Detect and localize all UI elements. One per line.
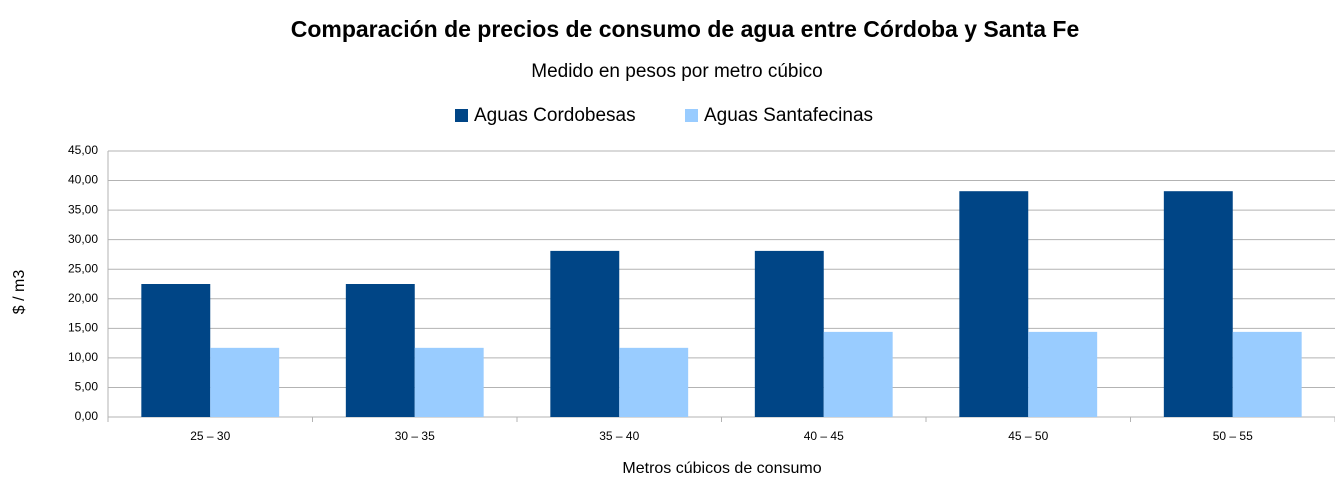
x-tick-label: 40 – 45 — [804, 429, 844, 443]
bar — [619, 347, 689, 417]
x-tick-label: 25 – 30 — [190, 429, 230, 443]
x-axis-label: Metros cúbicos de consumo — [622, 460, 821, 477]
bar — [959, 191, 1029, 417]
y-tick-label: 25,00 — [68, 261, 98, 275]
x-tick-label: 50 – 55 — [1213, 429, 1253, 443]
x-tick-label: 45 – 50 — [1008, 429, 1048, 443]
y-tick-label: 10,00 — [68, 350, 98, 364]
y-tick-label: 35,00 — [68, 202, 98, 216]
y-tick-label: 30,00 — [68, 232, 98, 246]
x-tick-label: 30 – 35 — [395, 429, 435, 443]
y-tick-label: 0,00 — [75, 409, 99, 423]
bar — [414, 347, 484, 417]
y-tick-label: 15,00 — [68, 321, 98, 335]
bar — [1232, 331, 1302, 417]
bar — [345, 284, 415, 417]
y-tick-label: 5,00 — [75, 380, 99, 394]
bar — [1028, 331, 1098, 417]
chart-title: Comparación de precios de consumo de agu… — [291, 16, 1080, 42]
bar — [1163, 191, 1233, 417]
chart-subtitle: Medido en pesos por metro cúbico — [531, 61, 823, 82]
legend-label: Aguas Cordobesas — [474, 105, 636, 126]
bar — [823, 331, 893, 417]
bar — [210, 347, 280, 417]
y-tick-label: 40,00 — [68, 173, 98, 187]
legend-swatch — [455, 109, 468, 122]
y-tick-label: 20,00 — [68, 291, 98, 305]
bar — [141, 284, 211, 417]
bar — [754, 250, 824, 417]
bar — [550, 250, 620, 417]
x-tick-label: 35 – 40 — [599, 429, 639, 443]
legend-label: Aguas Santafecinas — [704, 105, 873, 126]
y-axis-label: $ / m3 — [11, 270, 28, 315]
legend-swatch — [685, 109, 698, 122]
y-tick-label: 45,00 — [68, 143, 98, 157]
